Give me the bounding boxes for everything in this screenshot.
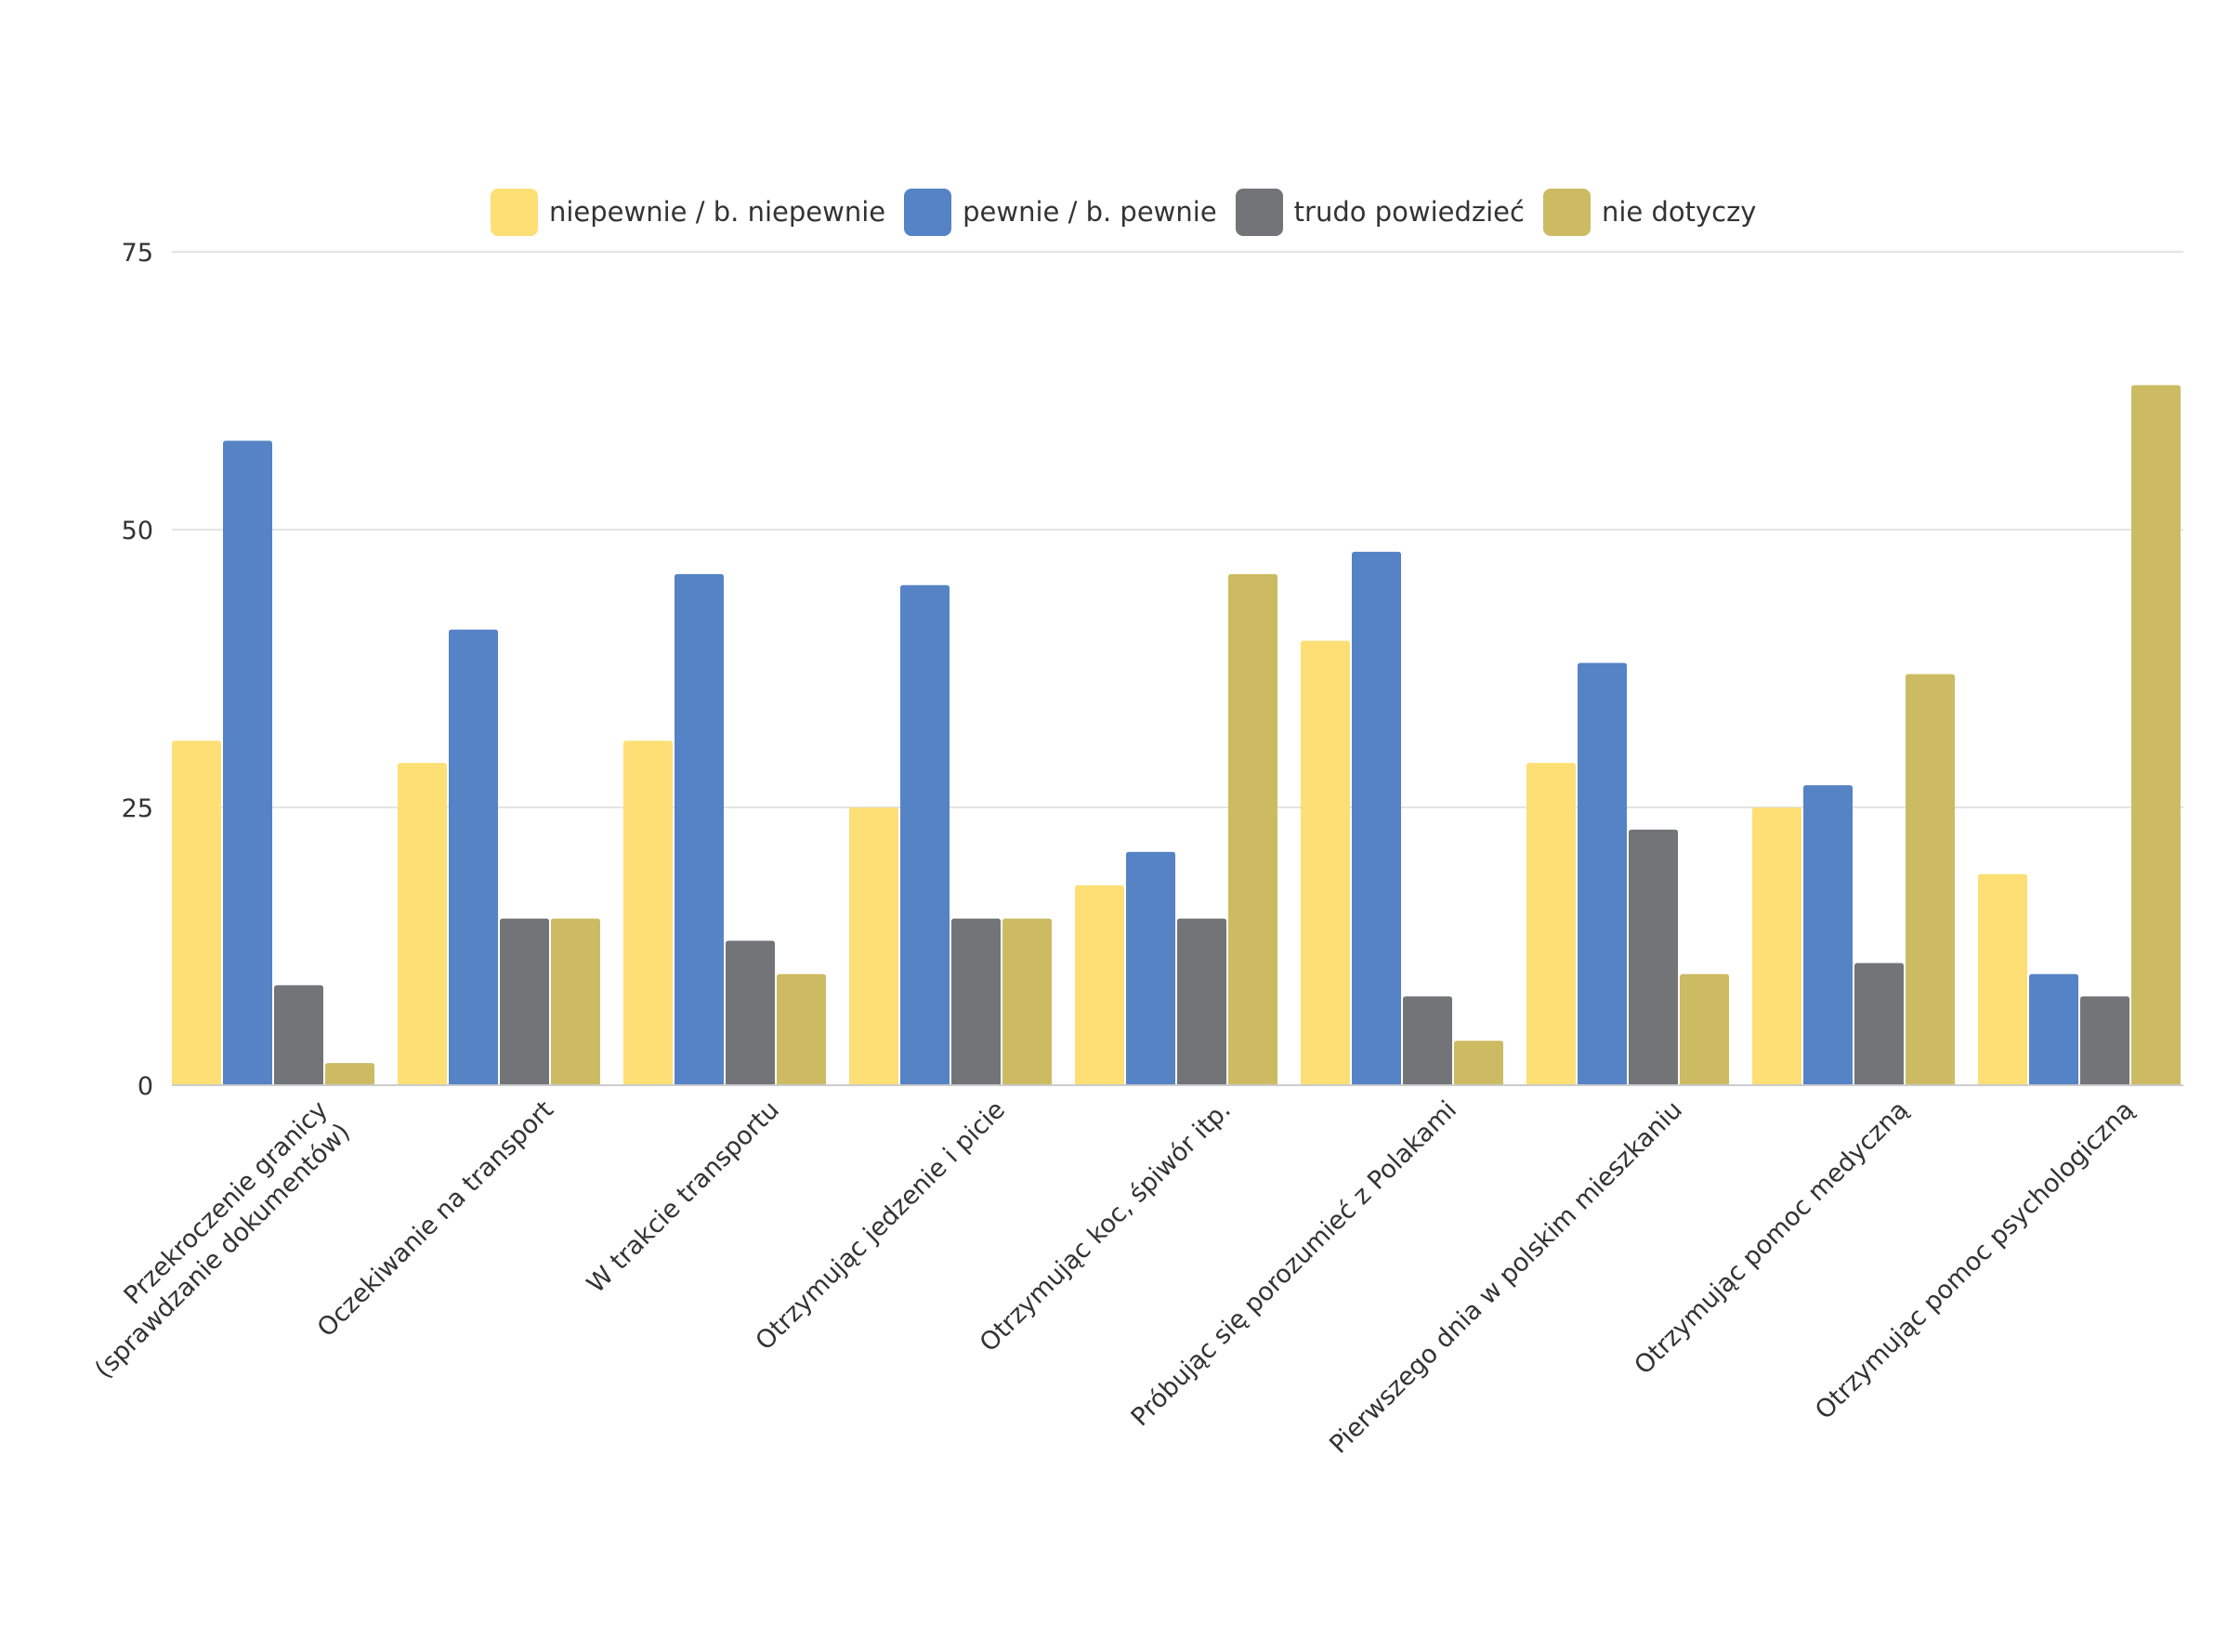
bar[interactable] (675, 573, 724, 1085)
x-tick-label-line: Otrzymując jedzenie i picie (751, 1095, 1011, 1356)
bar[interactable] (849, 807, 898, 1085)
y-tick-label: 75 (122, 239, 153, 268)
x-tick-label: Pierwszego dnia w polskim mieszkaniu (1324, 1095, 1688, 1460)
y-tick-label: 0 (138, 1072, 153, 1101)
bar[interactable] (900, 584, 950, 1085)
bar[interactable] (2029, 974, 2078, 1085)
bar[interactable] (500, 918, 549, 1085)
bar[interactable] (1578, 662, 1627, 1085)
bar[interactable] (1978, 873, 2027, 1085)
legend-item-nie-dotyczy[interactable]: nie dotyczy (1542, 189, 1757, 236)
bar[interactable] (1854, 963, 1904, 1085)
bars (172, 385, 2181, 1085)
bar[interactable] (1680, 974, 1729, 1085)
legend-swatch-niepewnie (491, 189, 538, 236)
y-axis-ticks: 0 25 50 75 (122, 239, 153, 1101)
bar[interactable] (1075, 885, 1124, 1085)
bar[interactable] (1002, 918, 1052, 1085)
legend-item-trudno[interactable]: trudo powiedzieć (1235, 189, 1525, 236)
bar[interactable] (551, 918, 600, 1085)
bar[interactable] (777, 974, 826, 1085)
bar[interactable] (1803, 785, 1853, 1085)
legend-item-niepewnie[interactable]: niepewnie / b. niepewnie (491, 189, 885, 236)
bar[interactable] (172, 741, 221, 1085)
bar[interactable] (2131, 385, 2181, 1085)
bar[interactable] (726, 940, 775, 1085)
x-tick-label: W trakcie transportu (582, 1095, 785, 1299)
legend-item-pewnie[interactable]: pewnie / b. pewnie (904, 189, 1217, 236)
x-tick-label: Otrzymując jedzenie i picie (751, 1095, 1011, 1356)
x-axis-ticks: Przekroczenie granicy(sprawdzanie dokume… (67, 1095, 2140, 1460)
legend-label-pewnie: pewnie / b. pewnie (963, 196, 1217, 228)
legend-label-nie-dotyczy: nie dotyczy (1601, 196, 1757, 228)
bar[interactable] (1352, 551, 1401, 1085)
legend-label-trudno: trudo powiedzieć (1293, 196, 1525, 228)
bar[interactable] (398, 763, 447, 1085)
x-tick-label-line: Przekroczenie granicy (119, 1095, 334, 1310)
x-tick-label-line: Pierwszego dnia w polskim mieszkaniu (1324, 1095, 1688, 1460)
x-tick-label: Przekroczenie granicy(sprawdzanie dokume… (67, 1095, 356, 1384)
bar[interactable] (1403, 996, 1452, 1085)
legend-swatch-pewnie (904, 189, 952, 236)
x-tick-label-line: Otrzymując pomoc medyczną (1629, 1095, 1914, 1381)
x-tick-label-line: (sprawdzanie dokumentów) (89, 1118, 356, 1384)
bar[interactable] (1526, 763, 1576, 1085)
bar[interactable] (2080, 996, 2129, 1085)
bar[interactable] (1301, 640, 1350, 1085)
bar[interactable] (951, 918, 1001, 1085)
legend-swatch-trudno (1235, 189, 1283, 236)
bar[interactable] (1126, 851, 1175, 1085)
bar[interactable] (1629, 829, 1678, 1085)
bar[interactable] (325, 1063, 374, 1085)
bar[interactable] (1177, 918, 1226, 1085)
bar[interactable] (274, 985, 323, 1085)
bar[interactable] (1228, 573, 1277, 1085)
bar[interactable] (1752, 807, 1801, 1085)
bar[interactable] (1454, 1041, 1503, 1085)
bar[interactable] (223, 440, 272, 1085)
y-tick-label: 50 (122, 517, 153, 545)
y-tick-label: 25 (122, 794, 153, 823)
x-tick-label: Otrzymując koc, śpiwór itp. (975, 1095, 1237, 1357)
x-tick-label: Otrzymując pomoc medyczną (1629, 1095, 1914, 1381)
x-tick-label-line: Otrzymując koc, śpiwór itp. (975, 1095, 1237, 1357)
x-tick-label-line: W trakcie transportu (582, 1095, 785, 1299)
legend-label-niepewnie: niepewnie / b. niepewnie (549, 196, 886, 228)
bar[interactable] (449, 629, 498, 1085)
bar[interactable] (1906, 674, 1955, 1085)
legend-swatch-nie-dotyczy (1542, 189, 1591, 236)
bar[interactable] (623, 741, 673, 1085)
legend: niepewnie / b. niepewnie pewnie / b. pew… (491, 189, 1775, 236)
